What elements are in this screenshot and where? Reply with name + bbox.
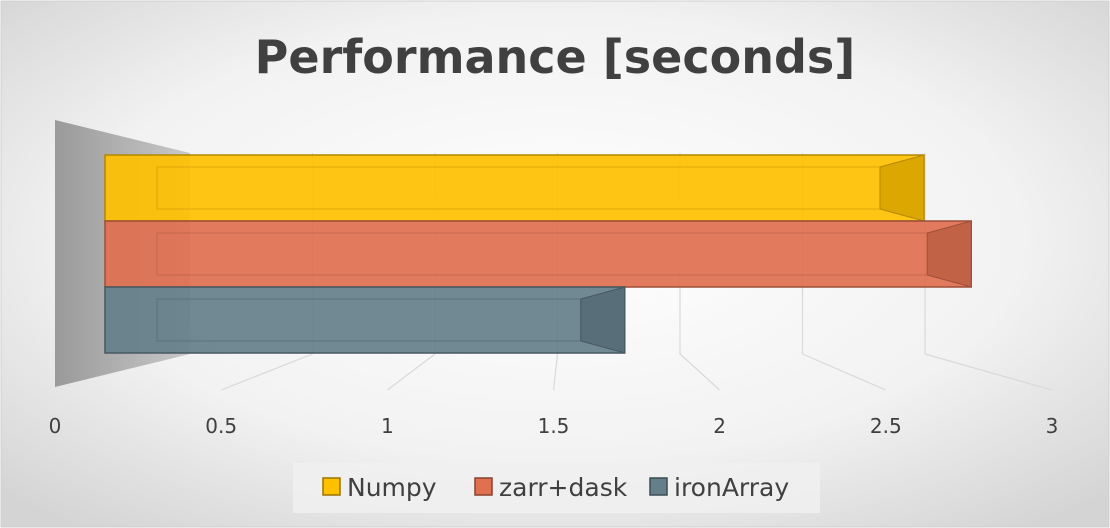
bar-side-face [879, 154, 925, 222]
legend-label: Numpy [347, 473, 437, 502]
gridline-floor [386, 353, 436, 391]
x-axis-ticks: 0 0.5 1 1.5 2 2.5 3 [49, 414, 1059, 438]
bar-back-outline [156, 298, 582, 342]
bar-front-face [104, 154, 925, 222]
bar-side-face [580, 286, 626, 354]
bar-front-face [104, 220, 972, 288]
bar-numpy [104, 154, 925, 222]
legend: Numpy zarr+dask ironArray [293, 463, 820, 513]
gridline-floor [552, 353, 559, 391]
gridline-floor [679, 353, 721, 391]
gridline-floor [802, 353, 887, 391]
legend-swatch [474, 477, 493, 496]
gridline-floor [924, 353, 1053, 391]
bar-back-outline [156, 166, 881, 210]
x-tick-label: 0 [49, 414, 62, 438]
x-tick-label: 1 [381, 414, 394, 438]
legend-box [293, 463, 820, 513]
bar-front-face [104, 286, 626, 354]
x-tick-label: 2.5 [870, 414, 902, 438]
x-tick-label: 0.5 [205, 414, 237, 438]
bar-side-face [926, 220, 972, 288]
bar-ironarray [104, 286, 626, 354]
legend-label: zarr+dask [499, 473, 628, 502]
legend-swatch [649, 477, 668, 496]
bar-back-outline [156, 232, 928, 276]
x-tick-label: 2 [713, 414, 726, 438]
legend-swatch [322, 477, 341, 496]
legend-label: ironArray [674, 473, 789, 502]
x-tick-label: 3 [1046, 414, 1059, 438]
x-tick-label: 1.5 [538, 414, 570, 438]
bars [104, 154, 972, 354]
chart-title: Performance [seconds] [255, 30, 856, 84]
gridline-floor [220, 353, 313, 391]
bar-zarr-dask [104, 220, 972, 288]
